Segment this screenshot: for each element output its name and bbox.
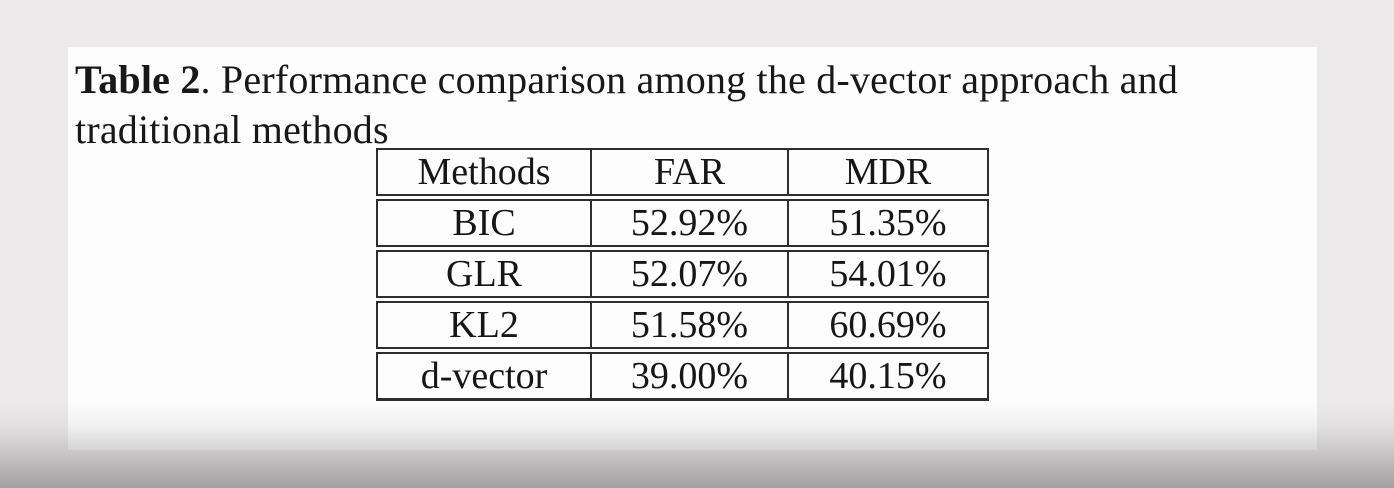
column-header-methods: Methods [376,148,592,199]
column-header-mdr: MDR [787,148,989,199]
table-row: d-vector 39.00% 40.15% [376,347,989,401]
far-cell: 52.92% [590,194,789,250]
mdr-cell: 40.15% [787,347,989,401]
far-cell: 52.07% [590,245,789,301]
mdr-cell: 51.35% [787,194,989,250]
method-cell: KL2 [376,296,592,352]
far-cell: 39.00% [590,347,789,401]
caption-text-line2: traditional methods [75,107,389,152]
table-caption: Table 2. Performance comparison among th… [75,55,1178,155]
mdr-cell: 60.69% [787,296,989,352]
column-header-far: FAR [590,148,789,199]
table-row: GLR 52.07% 54.01% [376,245,989,301]
table-header-row: Methods FAR MDR [376,148,989,199]
method-cell: BIC [376,194,592,250]
results-table: Methods FAR MDR BIC 52.92% 51.35% GLR 52… [376,148,989,401]
table-row: BIC 52.92% 51.35% [376,194,989,250]
far-cell: 51.58% [590,296,789,352]
method-cell: GLR [376,245,592,301]
paper-page: Table 2. Performance comparison among th… [68,47,1317,450]
mdr-cell: 54.01% [787,245,989,301]
table-row: KL2 51.58% 60.69% [376,296,989,352]
caption-label: Table 2 [75,57,201,102]
caption-text-line1: . Performance comparison among the d-vec… [200,57,1179,102]
method-cell: d-vector [376,347,592,401]
